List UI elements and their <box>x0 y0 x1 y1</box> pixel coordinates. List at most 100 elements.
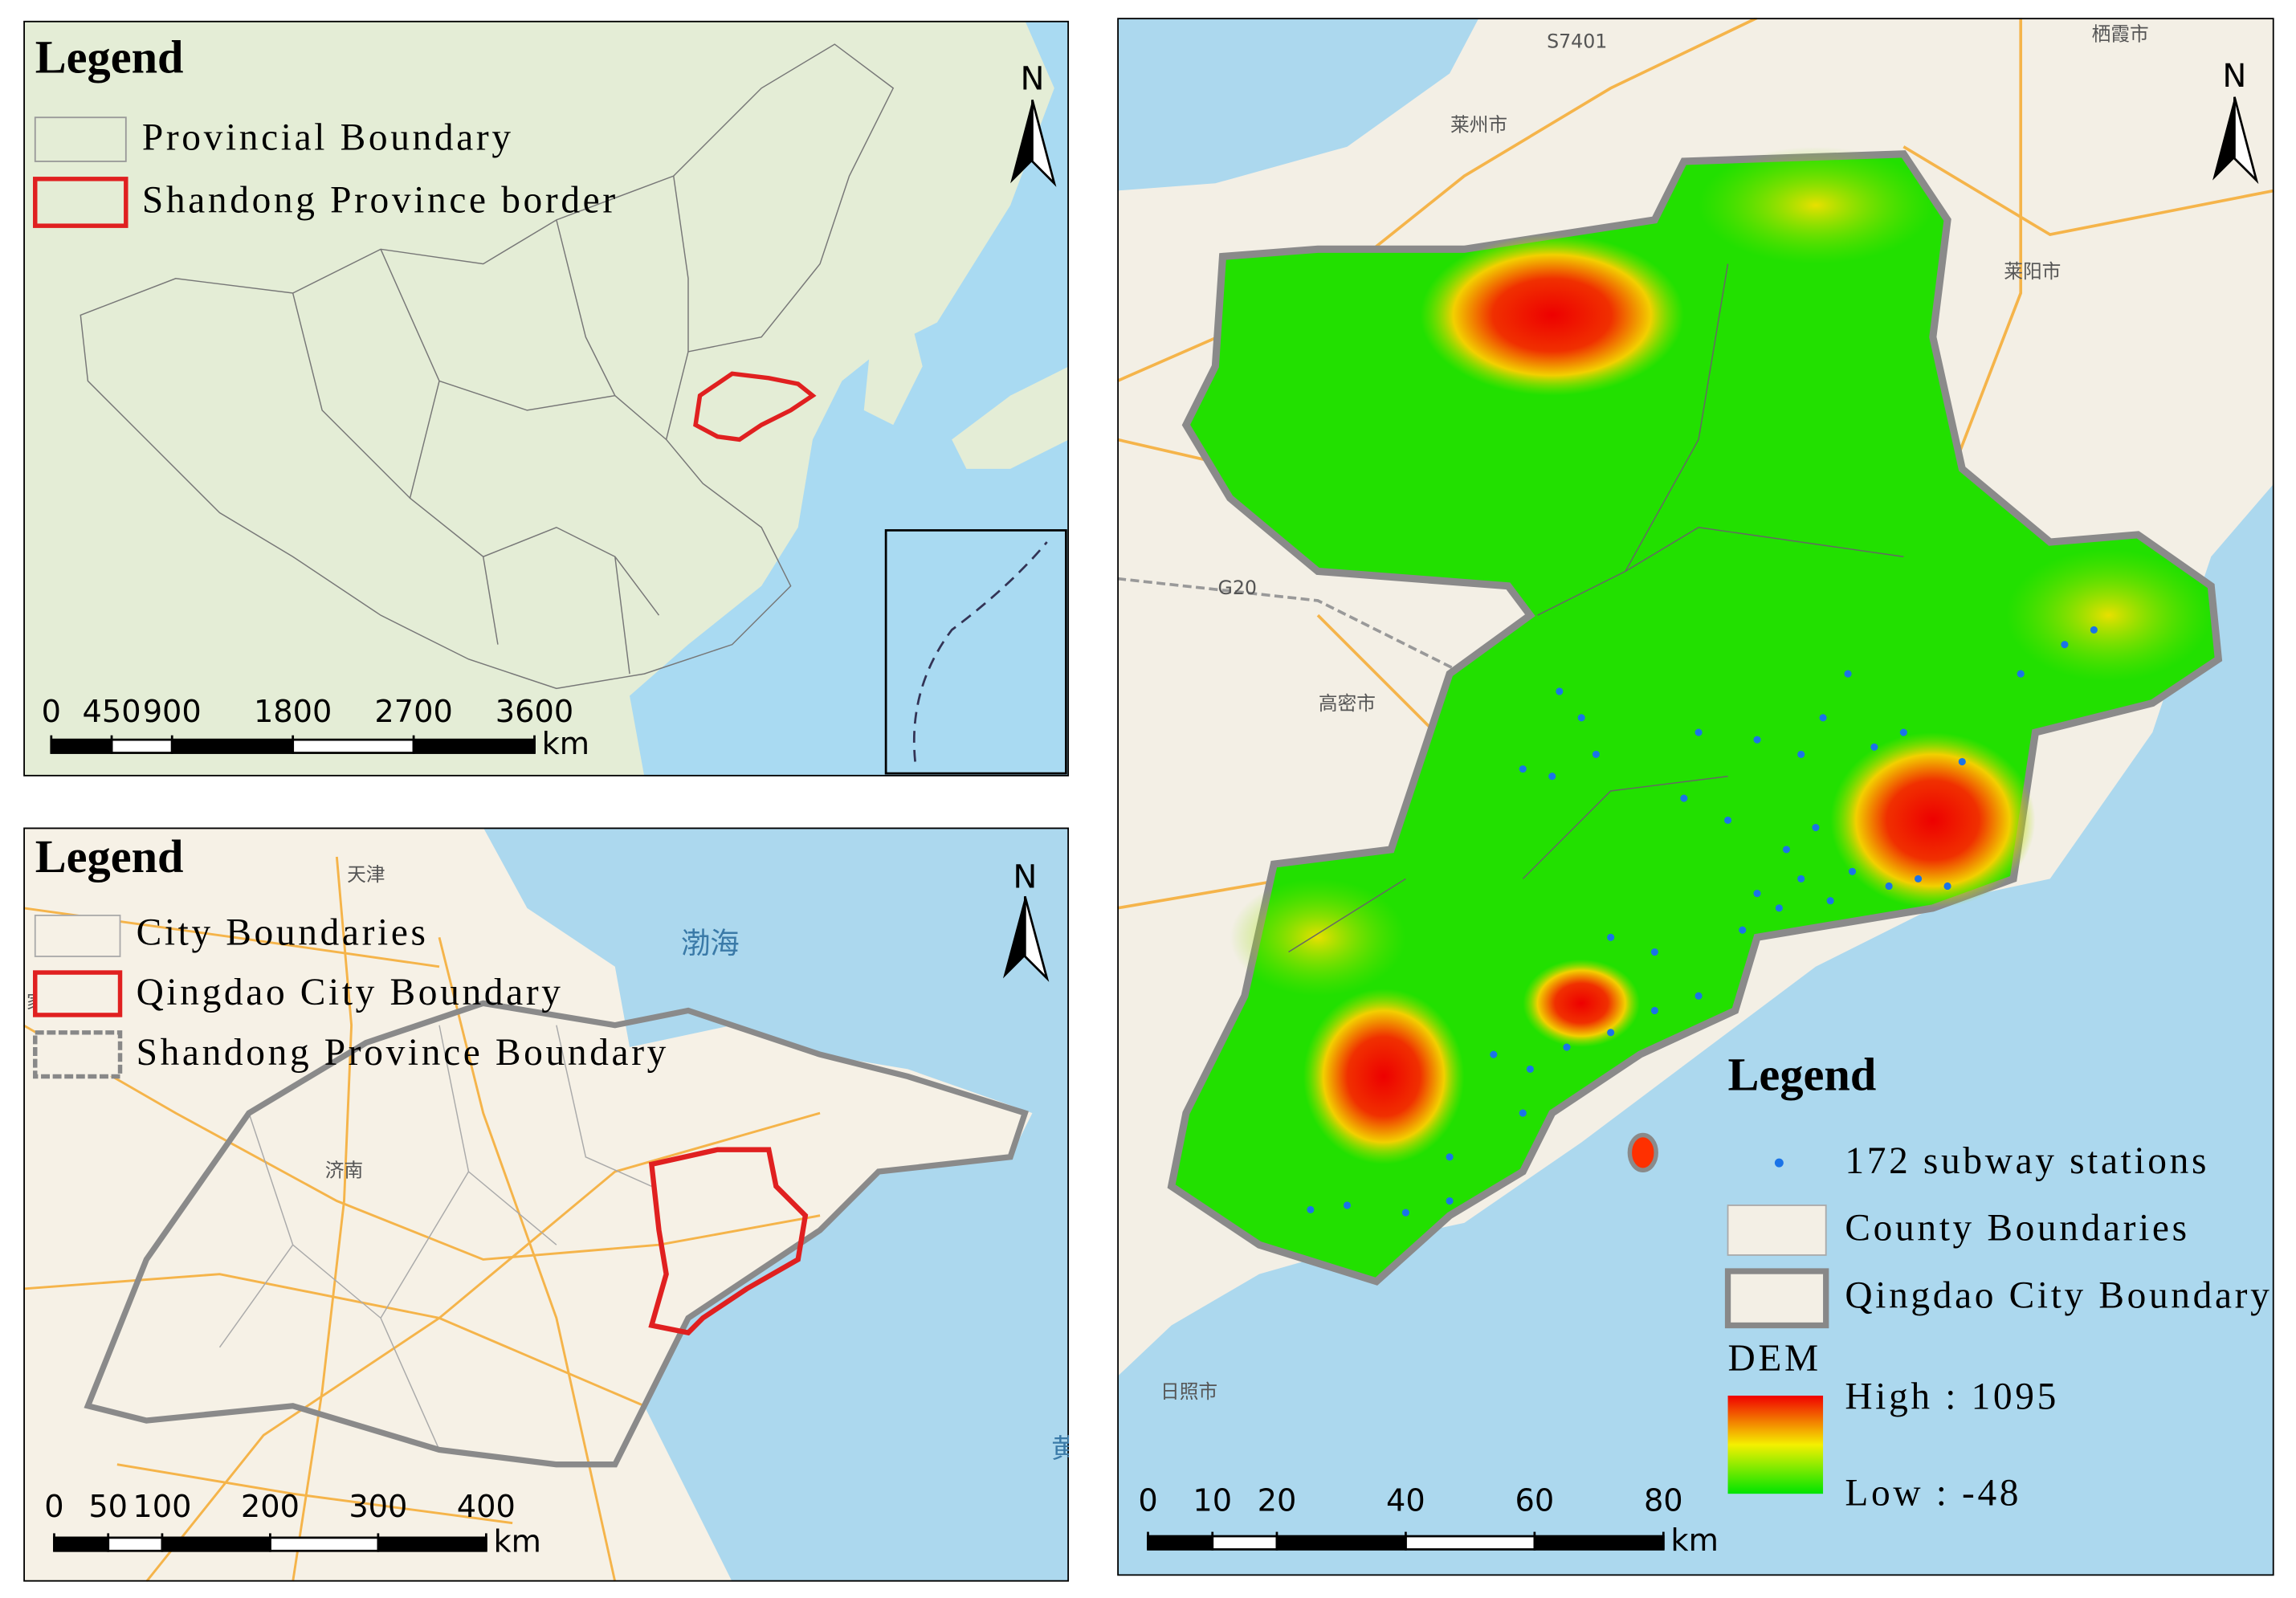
inset-border <box>912 541 1048 762</box>
scale-label: 80 <box>1644 1483 1683 1519</box>
scale-segment <box>170 738 295 754</box>
scale-unit: km <box>1670 1523 1718 1559</box>
legend-swatch <box>33 1030 123 1079</box>
map-label: 渤海 <box>681 926 740 960</box>
sea <box>483 827 1070 1582</box>
scale-segment <box>269 1536 380 1552</box>
legend-title: Legend <box>35 830 184 883</box>
scale-unit: km <box>493 1524 540 1560</box>
rail <box>1117 577 1466 675</box>
shandong-outline <box>693 371 817 442</box>
north-arrow <box>1010 100 1033 184</box>
map-label: G20 <box>1217 577 1257 599</box>
legend-title: Legend <box>1728 1049 1877 1101</box>
dem-mid <box>1699 146 1933 264</box>
scale-segment <box>1211 1535 1279 1551</box>
scale-unit: km <box>542 726 589 762</box>
north-label: N <box>1020 61 1044 98</box>
island <box>1627 1132 1658 1172</box>
legend-item: Shandong Province border <box>142 180 618 222</box>
legend-title: Legend <box>35 31 184 83</box>
dem-low: Low : -48 <box>1845 1473 2021 1514</box>
scale-label: 100 <box>133 1489 191 1525</box>
panel-china: Legend Provincial Boundary Shandong Prov… <box>23 20 1070 777</box>
legend-item: Provincial Boundary <box>142 116 514 158</box>
scale-segment <box>1275 1535 1407 1551</box>
land <box>863 308 923 426</box>
county-boundaries <box>1288 263 1904 953</box>
qingdao-outline <box>648 1147 809 1336</box>
scale-label: 0 <box>1138 1483 1157 1519</box>
scale-segment <box>53 1536 110 1552</box>
scale-segment <box>1147 1535 1214 1551</box>
roads <box>23 856 821 1582</box>
legend-item: City Boundaries <box>137 911 429 953</box>
map-label: 莱阳市 <box>2004 260 2061 283</box>
scale-label: 450 <box>82 694 141 730</box>
north-label: N <box>1013 858 1037 895</box>
scale-segment <box>292 738 415 754</box>
legend-swatch <box>33 177 128 228</box>
provincial-boundaries <box>80 43 895 690</box>
scale-label: 0 <box>42 694 61 730</box>
north-arrow <box>2233 96 2259 185</box>
city-boundaries <box>218 1025 652 1450</box>
map-label: 高密市 <box>1319 692 1376 715</box>
legend-swatch <box>34 915 121 957</box>
sea <box>1117 483 2274 1576</box>
scale-label: 900 <box>143 694 202 730</box>
dem-high <box>1830 732 2036 908</box>
scale-segment <box>110 738 173 754</box>
legend-item: Qingdao City Boundary <box>1845 1275 2272 1317</box>
scale-segment <box>377 1536 487 1552</box>
scale-segment <box>107 1536 164 1552</box>
scale-label: 300 <box>349 1489 407 1525</box>
scale-segment <box>412 738 536 754</box>
sea <box>1117 18 1479 191</box>
legend-swatch <box>1774 1158 1784 1168</box>
legend-item: Shandong Province Boundary <box>137 1032 669 1074</box>
scale-segment <box>161 1536 271 1552</box>
scale-label: 20 <box>1258 1483 1297 1519</box>
scale-label: 60 <box>1515 1483 1555 1519</box>
dem-mid <box>2005 549 2212 682</box>
legend-item: County Boundaries <box>1845 1208 2189 1249</box>
subway-stations <box>1307 626 2098 1217</box>
legend-swatch <box>1727 1205 1827 1256</box>
legend-swatch <box>33 970 123 1017</box>
scale-label: 50 <box>88 1489 128 1525</box>
dem-high <box>1420 234 1684 396</box>
legend-swatch <box>1724 1268 1829 1329</box>
inset-map <box>884 529 1067 775</box>
scale-label: 1800 <box>254 694 332 730</box>
scale-label: 10 <box>1193 1483 1232 1519</box>
dem-high <box>1523 959 1641 1048</box>
scale-label: 0 <box>44 1489 63 1525</box>
legend-item: Qingdao City Boundary <box>137 972 564 1013</box>
land <box>952 366 1070 469</box>
north-arrow <box>1023 895 1050 982</box>
shandong-outline <box>84 1000 1029 1468</box>
scale-segment <box>1533 1535 1665 1551</box>
scale-segment <box>50 738 113 754</box>
map-label: 黄 <box>1051 1433 1078 1464</box>
north-label: N <box>2222 58 2246 95</box>
legend-item: 172 subway stations <box>1845 1140 2209 1182</box>
north-arrow <box>2212 96 2235 181</box>
scale-label: 200 <box>241 1489 300 1525</box>
dem-high: High : 1095 <box>1845 1376 2059 1417</box>
panel-qingdao: S7401 栖霞市 莱州市 莱阳市 G20 高密市 日照市 Legend 172… <box>1117 18 2274 1576</box>
map-label: 日照市 <box>1160 1380 1217 1403</box>
legend-swatch <box>34 116 127 162</box>
scale-label: 40 <box>1386 1483 1425 1519</box>
scale-label: 2700 <box>374 694 452 730</box>
map-label: 莱州市 <box>1450 114 1507 137</box>
scale-label: 3600 <box>495 694 573 730</box>
north-arrow <box>1031 100 1057 187</box>
scale-label: 400 <box>457 1489 516 1525</box>
panel-shandong: 天津 渤海 济南 家庄 黄 Legend City Boundaries Qin… <box>23 827 1078 1582</box>
dem-mid <box>1230 878 1406 997</box>
dem-title: DEM <box>1728 1338 1821 1380</box>
map-label: 栖霞市 <box>2092 23 2149 46</box>
